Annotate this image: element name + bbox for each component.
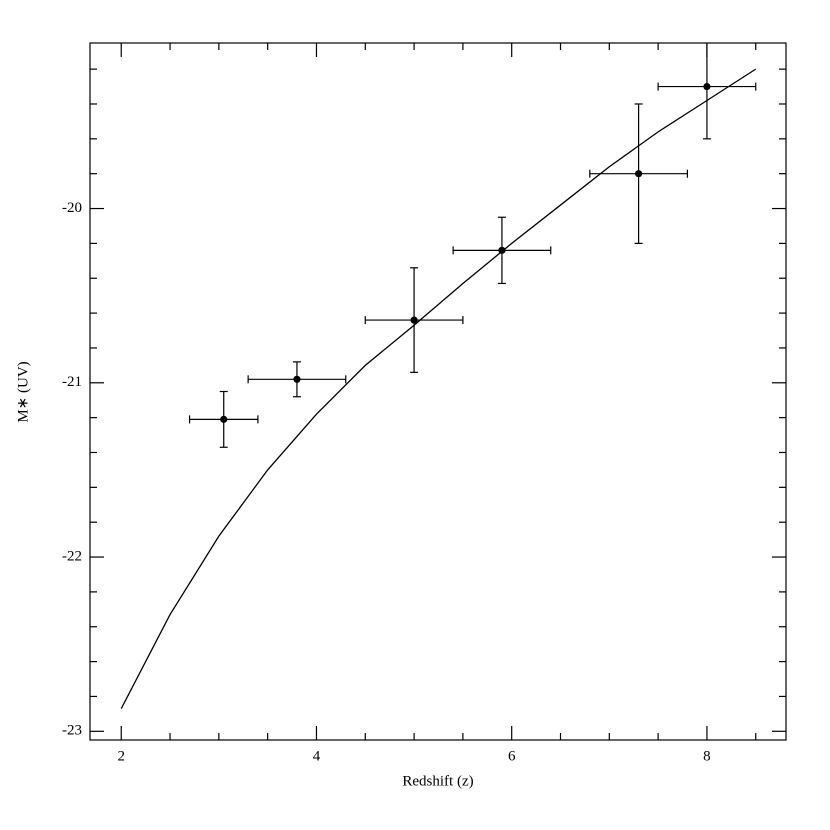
y-tick-label: -21 bbox=[62, 374, 82, 390]
y-axis-label: M∗ (UV) bbox=[15, 361, 31, 422]
x-tick-label: 4 bbox=[313, 748, 321, 764]
x-axis-label: Redshift (z) bbox=[402, 773, 473, 789]
error-bar bbox=[702, 43, 711, 140]
x-tick-label: 8 bbox=[703, 748, 711, 764]
data-point bbox=[293, 375, 301, 383]
data-point bbox=[703, 82, 711, 91]
y-tick-label: -20 bbox=[62, 200, 82, 216]
data-point bbox=[635, 170, 643, 178]
x-tick-label: 6 bbox=[508, 748, 516, 764]
y-tick-label: -23 bbox=[62, 723, 82, 739]
data-point bbox=[220, 415, 228, 423]
data-point bbox=[410, 316, 418, 324]
fit-line bbox=[120, 68, 757, 709]
data-point bbox=[498, 246, 506, 254]
x-tick-label: 2 bbox=[117, 748, 125, 764]
plot-frame bbox=[89, 42, 787, 741]
y-tick-label: -22 bbox=[62, 548, 82, 564]
